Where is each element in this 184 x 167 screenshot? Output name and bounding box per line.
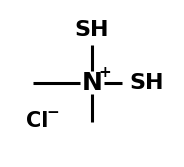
Text: SH: SH <box>75 20 109 40</box>
Text: +: + <box>98 65 111 80</box>
Text: N: N <box>82 71 102 95</box>
Text: −: − <box>46 105 59 120</box>
Text: SH: SH <box>129 73 164 93</box>
Text: Cl: Cl <box>26 111 48 131</box>
